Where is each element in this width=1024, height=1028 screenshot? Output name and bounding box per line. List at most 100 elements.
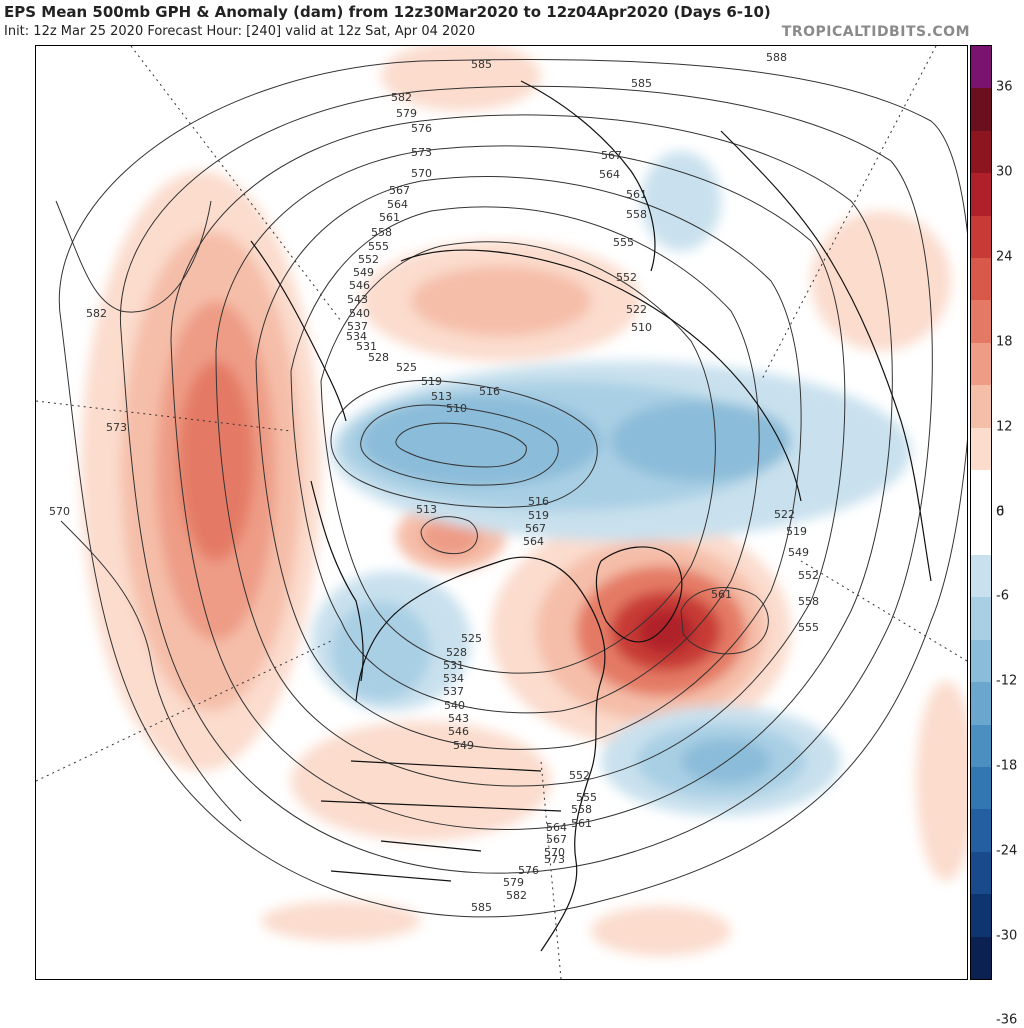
colorbar	[970, 45, 992, 980]
contour-label: 546	[448, 725, 469, 738]
anomaly-positive-us	[261, 721, 731, 956]
anomaly-negative-west-siberia	[641, 151, 721, 251]
contour-label: 555	[576, 791, 597, 804]
coast-asia-east	[250, 240, 347, 422]
contour-label: 552	[569, 769, 590, 782]
contour-label: 570	[544, 846, 565, 859]
contour-label: 579	[503, 876, 524, 889]
contour-label: 567	[389, 184, 410, 197]
colorbar-segment	[971, 470, 991, 513]
anomaly-negative-siberia	[331, 361, 911, 541]
contour-label: 525	[396, 361, 417, 374]
colorbar-segment	[971, 88, 991, 131]
contour-label: 519	[528, 509, 549, 522]
contour-label: 531	[356, 340, 377, 353]
coast-us-border	[320, 760, 562, 882]
colorbar-tick-label: 0	[996, 504, 1005, 519]
anomaly-positive-north-pacific	[81, 171, 321, 771]
colorbar-tick-label: 6	[996, 504, 1005, 519]
contour-label: 585	[471, 58, 492, 71]
contour-label: 567	[546, 833, 567, 846]
contour-label: 516	[528, 495, 549, 508]
contour-label: 567	[601, 149, 622, 162]
contour-ring-5	[255, 176, 802, 750]
anomaly-positive-arctic	[361, 241, 641, 361]
contour-label: 513	[416, 503, 437, 516]
contour-label: 576	[411, 122, 432, 135]
contour-label: 540	[349, 307, 370, 320]
contour-label: 528	[368, 351, 389, 364]
contour-high-greenland	[680, 587, 769, 655]
contour-label: 555	[798, 621, 819, 634]
contour-label: 573	[106, 421, 127, 434]
contour-labels: 5855825795765735705675645615585555525495…	[49, 51, 819, 914]
colorbar-tick-label: -24	[996, 843, 1018, 859]
contour-label: 582	[86, 307, 107, 320]
colorbar-tick-label: 36	[996, 79, 1013, 95]
contour-label: 564	[546, 821, 567, 834]
colorbar-segment	[971, 554, 991, 598]
chart-title: EPS Mean 500mb GPH & Anomaly (dam) from …	[4, 3, 771, 21]
colorbar-segment	[971, 215, 991, 259]
contour-ring-4	[215, 145, 846, 787]
contour-label: 531	[443, 659, 464, 672]
contour-label: 552	[616, 271, 637, 284]
contour-label: 576	[518, 864, 539, 877]
colorbar-segment	[971, 639, 991, 683]
colorbar-segment	[971, 46, 991, 89]
contour-label: 555	[368, 240, 389, 253]
coast-greenland	[595, 546, 683, 643]
colorbar-tick-label: 18	[996, 334, 1013, 350]
contour-low-1	[330, 379, 598, 508]
contour-label: 525	[461, 632, 482, 645]
map-panel: 585 582 579 576 573 570 567 564 561 558 555 552 549 5…	[35, 45, 968, 980]
contour-label: 570	[49, 505, 70, 518]
colorbar-segment	[971, 258, 991, 301]
contour-label: 564	[387, 198, 408, 211]
coastlines	[250, 80, 932, 952]
contour-label: 510	[446, 402, 467, 415]
site-watermark: TROPICALTIDBITS.COM	[781, 24, 970, 40]
coast-europe	[720, 130, 932, 582]
contour-label: 534	[443, 672, 464, 685]
colorbar-segment	[971, 342, 991, 386]
anomaly-positive-kara	[381, 46, 541, 111]
colorbar-tick-label: -6	[996, 588, 1009, 604]
colorbar-segment	[971, 894, 991, 937]
contour-label: 522	[774, 508, 795, 521]
contour-label: 534	[346, 330, 367, 343]
contour-label: 546	[349, 279, 370, 292]
contour-ring-2	[119, 85, 933, 874]
contour-label: 558	[571, 803, 592, 816]
contour-label: 558	[626, 208, 647, 221]
contour-label: 585	[471, 901, 492, 914]
contour-pacific-582	[60, 520, 242, 822]
contour-label: 552	[798, 569, 819, 582]
colorbar-segment	[971, 682, 991, 725]
contour-label: 558	[371, 226, 392, 239]
contour-label: 561	[379, 211, 400, 224]
contour-pacific-588	[55, 200, 212, 313]
contour-label: 555	[613, 236, 634, 249]
contour-label: 582	[506, 889, 527, 902]
contour-label: 558	[798, 595, 819, 608]
contour-ring-6	[290, 206, 760, 714]
contour-label: 519	[421, 375, 442, 388]
colorbar-tick-label: 24	[996, 249, 1013, 265]
contour-high-beaufort	[420, 516, 478, 555]
graticule	[36, 46, 967, 979]
colorbar-segment	[971, 809, 991, 852]
colorbar-segment	[971, 851, 991, 895]
colorbar-tick-label: 30	[996, 164, 1013, 180]
contour-label: 564	[523, 535, 544, 548]
contour-label: 585	[631, 77, 652, 90]
colorbar-tick-label: -30	[996, 928, 1018, 944]
contour-label: 573	[411, 146, 432, 159]
contour-label: 561	[626, 188, 647, 201]
contour-label: 543	[448, 712, 469, 725]
contour-outer	[58, 59, 967, 918]
anomaly-negative-gulf-of-alaska	[311, 571, 471, 711]
contour-label: 573	[544, 853, 565, 866]
contour-label: 540	[444, 699, 465, 712]
colorbar-segment	[971, 385, 991, 428]
